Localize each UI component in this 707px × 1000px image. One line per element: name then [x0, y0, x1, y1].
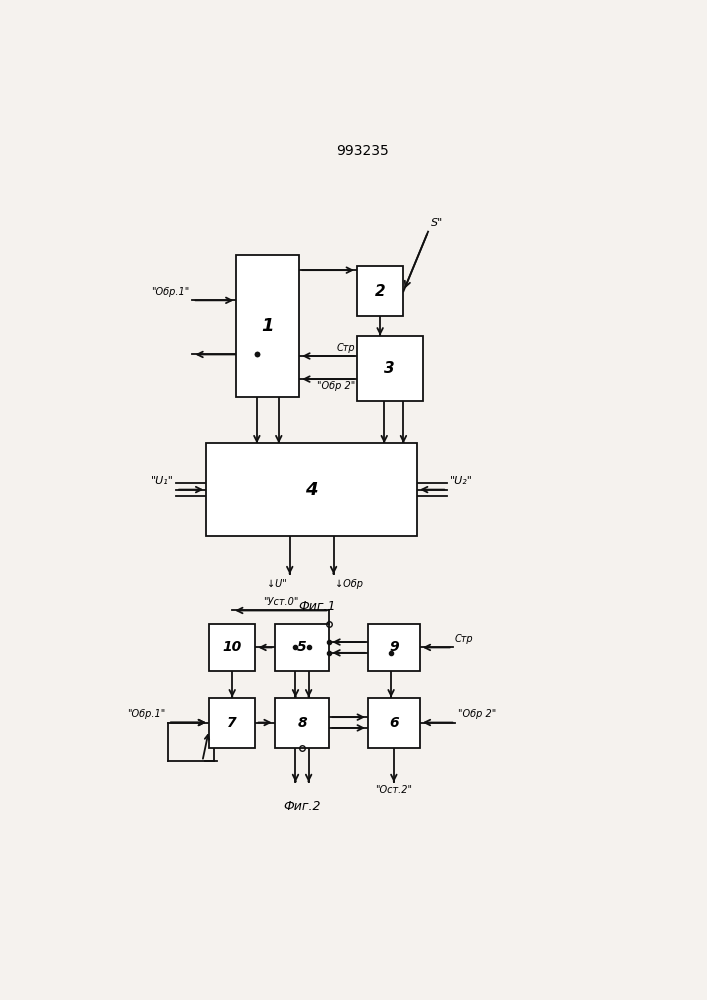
- Text: ↓U": ↓U": [267, 579, 287, 589]
- Bar: [357, 336, 423, 401]
- Text: 4: 4: [305, 481, 318, 499]
- Text: 2: 2: [375, 284, 385, 299]
- Text: Стр: Стр: [455, 634, 474, 644]
- Text: 9: 9: [389, 640, 399, 654]
- Text: "Обр.1": "Обр.1": [127, 709, 165, 719]
- Bar: [275, 698, 329, 748]
- Text: S": S": [431, 218, 443, 228]
- Bar: [209, 698, 255, 748]
- Text: 10: 10: [223, 640, 242, 654]
- Bar: [209, 624, 255, 671]
- Text: 8: 8: [297, 716, 307, 730]
- Text: "Ост.2": "Ост.2": [375, 785, 412, 795]
- Bar: [368, 698, 420, 748]
- Text: "U₂": "U₂": [450, 476, 473, 486]
- Text: 7: 7: [228, 716, 237, 730]
- Bar: [275, 624, 329, 671]
- Bar: [357, 266, 404, 316]
- Text: "Обр 2": "Обр 2": [317, 381, 355, 391]
- Bar: [368, 624, 420, 671]
- Text: Фиг.2: Фиг.2: [284, 800, 321, 813]
- Text: 3: 3: [385, 361, 395, 376]
- Text: "Уст.0": "Уст.0": [263, 597, 298, 607]
- Text: "Обр.1": "Обр.1": [151, 287, 189, 297]
- Text: ↓Обр: ↓Обр: [334, 579, 363, 589]
- Bar: [206, 443, 417, 536]
- Text: "U₁": "U₁": [151, 476, 173, 486]
- Text: Стр: Стр: [337, 343, 355, 353]
- Text: Фиг.1: Фиг.1: [298, 600, 336, 613]
- Text: "Обр 2": "Обр 2": [457, 709, 496, 719]
- Text: 1: 1: [262, 317, 274, 335]
- Bar: [236, 255, 299, 397]
- Text: 993235: 993235: [336, 144, 389, 158]
- Text: 5: 5: [297, 640, 307, 654]
- Text: 6: 6: [389, 716, 399, 730]
